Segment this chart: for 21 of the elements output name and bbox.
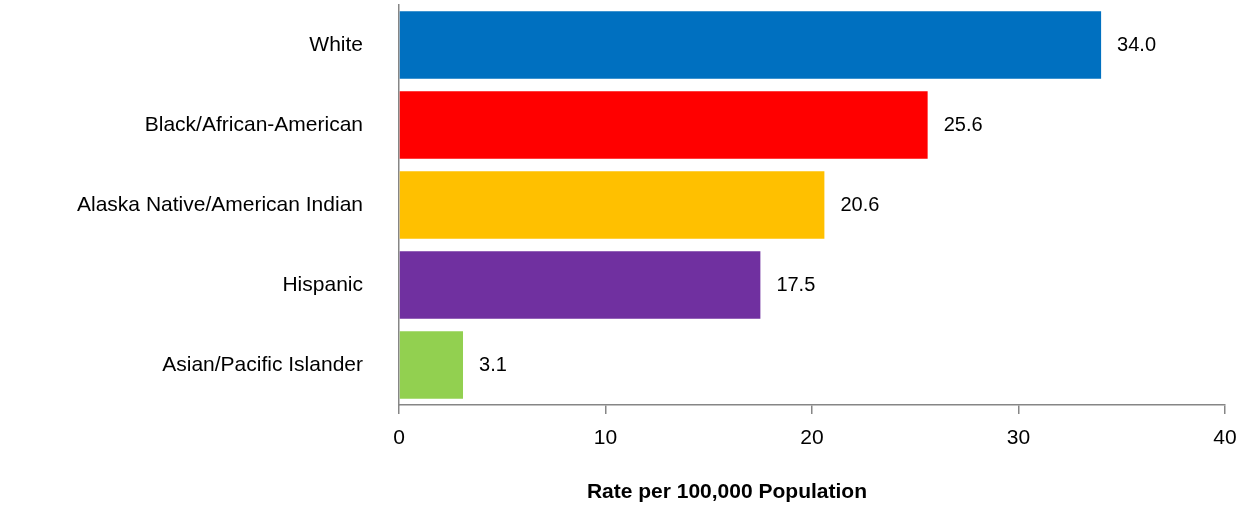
x-tick-label: 10 <box>593 425 618 449</box>
data-label: 17.5 <box>776 272 816 295</box>
x-axis-title: Rate per 100,000 Population <box>586 478 867 502</box>
bar <box>399 91 928 159</box>
bar <box>399 251 761 319</box>
y-tick-label: Asian/Pacific Islander <box>162 351 363 375</box>
y-tick-label: White <box>309 31 363 55</box>
data-label: 25.6 <box>943 112 983 135</box>
y-tick-label: Alaska Native/American Indian <box>77 191 363 215</box>
x-tick-label: 30 <box>1006 425 1031 449</box>
data-label: 20.6 <box>840 192 880 215</box>
y-tick-label: Black/African-American <box>144 111 363 135</box>
y-tick-label: Hispanic <box>282 271 363 295</box>
x-tick-label: 20 <box>800 425 824 449</box>
x-tick-label: 40 <box>1213 425 1237 449</box>
x-tick-label: 0 <box>393 425 405 449</box>
bar <box>399 11 1102 79</box>
data-label: 34.0 <box>1117 32 1157 55</box>
data-label: 3.1 <box>479 352 507 375</box>
bar <box>399 331 464 399</box>
bar <box>399 171 825 239</box>
